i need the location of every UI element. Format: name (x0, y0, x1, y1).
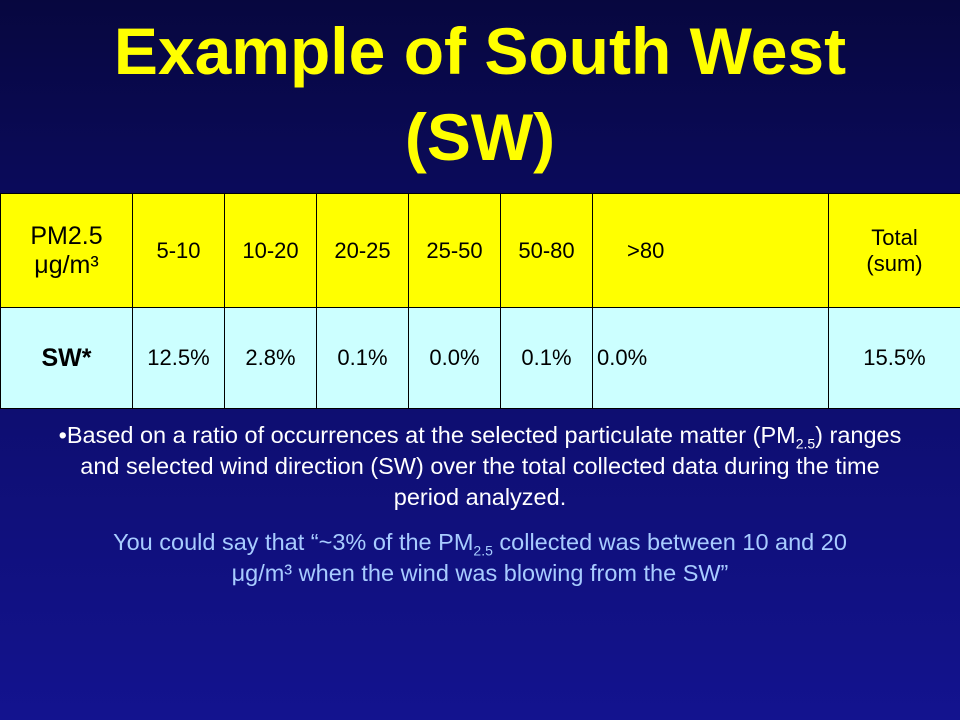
title-line: Example of South West (113, 14, 847, 88)
notes: •Based on a ratio of occurrences at the … (0, 420, 960, 589)
header-row: PM2.5 μg/m³ 5-10 10-20 20-25 25-50 50-80… (0, 193, 960, 308)
header-cell: Total (sum) (828, 193, 960, 308)
note: You could say that “~3% of the PM2.5 col… (80, 527, 880, 589)
data-row: SW* 12.5% 2.8% 0.1% 0.0% 0.1% 0.0% 15.5% (0, 307, 960, 409)
subscript: 2.5 (473, 542, 493, 559)
row-label: SW* (0, 307, 133, 409)
subscript: 2.5 (795, 435, 816, 452)
cell: 0.1% (316, 307, 409, 409)
header-cell: PM2.5 μg/m³ (0, 193, 133, 308)
note-text: •Based on a ratio of occurrences at the … (58, 422, 796, 448)
slide-title: Example of South West (SW) (0, 8, 960, 180)
header-cell: 5-10 (132, 193, 225, 308)
header-cell: 20-25 (316, 193, 409, 308)
cell: 2.8% (224, 307, 317, 409)
cell: 0.0% (408, 307, 501, 409)
note: •Based on a ratio of occurrences at the … (55, 420, 905, 513)
note-text: ) ranges and selected wind direction (SW… (80, 422, 902, 510)
header-cell: 25-50 (408, 193, 501, 308)
data-table: PM2.5 μg/m³ 5-10 10-20 20-25 25-50 50-80… (0, 193, 960, 409)
header-cell: 50-80 (500, 193, 593, 308)
cell: 0.1% (500, 307, 593, 409)
cell: 15.5% (828, 307, 960, 409)
note-text: collected was between 10 and 20 μg/m³ wh… (231, 529, 847, 586)
cell: 12.5% (132, 307, 225, 409)
cell: 0.0% (592, 307, 829, 409)
title-line: (SW) (404, 100, 556, 174)
note-text: You could say that “~3% of the PM (113, 529, 474, 555)
header-cell: >80 (592, 193, 829, 308)
header-cell: 10-20 (224, 193, 317, 308)
